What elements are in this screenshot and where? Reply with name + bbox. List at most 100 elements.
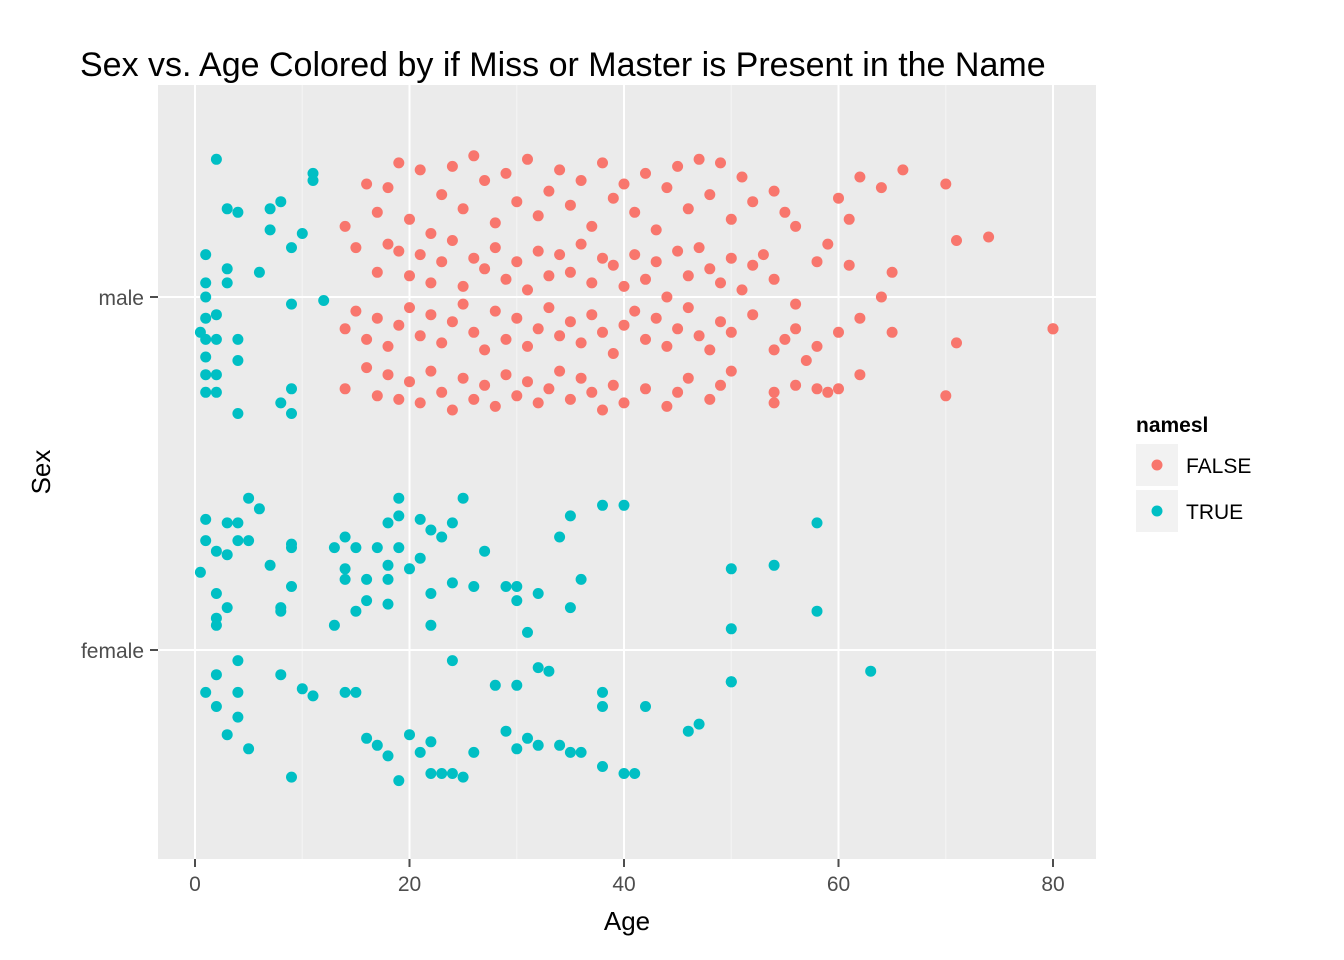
point-false [983,231,995,243]
point-true [511,679,523,691]
point-false [382,340,394,352]
point-true [210,386,222,398]
point-false [404,302,415,314]
point-true [414,552,426,564]
point-true [597,499,608,511]
point-true [425,588,437,599]
point-true [253,503,265,515]
point-true [382,750,394,762]
point-false [640,383,651,395]
point-true [210,619,222,631]
point-false [446,316,458,328]
legend-label-true: TRUE [1186,501,1243,524]
point-false [747,309,759,321]
point-false [361,333,373,345]
point-false [736,284,748,296]
point-true [318,295,330,306]
point-false [629,249,641,261]
point-false [350,305,362,317]
point-false [339,220,351,232]
point-true [554,739,566,751]
point-true [457,771,469,783]
point-false [790,220,802,232]
point-false [350,242,362,254]
point-false [414,164,426,176]
point-false [597,404,608,416]
point-true [200,351,212,363]
point-false [425,309,437,321]
point-false [725,365,737,377]
point-false [586,309,598,321]
point-false [650,256,662,268]
point-false [790,379,802,391]
point-true [564,602,576,614]
point-false [597,157,608,169]
point-false [650,312,662,324]
point-false [532,323,544,335]
point-false [618,397,630,409]
point-true [404,729,415,741]
point-false [790,298,802,310]
point-false [629,206,641,218]
point-false [339,323,351,335]
point-false [940,390,952,402]
point-false [522,340,533,352]
point-false [768,185,780,197]
point-false [704,263,716,275]
point-false [736,171,748,183]
point-false [715,316,726,328]
point-true [232,655,244,667]
point-false [393,157,405,169]
point-false [693,242,705,254]
point-true [232,333,244,345]
point-true [446,517,458,529]
point-true [200,369,212,381]
point-false [489,217,501,229]
point-false [446,404,458,416]
point-true [522,732,533,744]
point-false [833,192,844,204]
point-true [200,249,212,261]
point-false [404,376,415,388]
point-false [554,249,566,261]
point-false [843,259,855,271]
point-false [532,397,544,409]
point-true [564,746,576,758]
point-true [253,266,265,278]
point-false [564,393,576,405]
chart-title: Sex vs. Age Colored by if Miss or Master… [80,46,1046,84]
point-true [479,545,491,557]
point-true [232,355,244,366]
point-true [382,573,394,585]
point-true [221,729,233,741]
point-false [457,372,469,384]
point-true [200,291,212,303]
point-false [629,305,641,317]
y-axis-title: Sex [26,450,56,495]
point-true [350,542,362,554]
point-true [200,513,212,525]
point-true [339,573,351,585]
point-false [897,164,909,176]
y-tick-label: female [81,640,144,663]
point-false [779,333,791,345]
point-false [661,291,673,303]
point-false [414,397,426,409]
point-false [543,383,555,395]
point-false [522,153,533,165]
point-true [286,771,297,783]
point-true [194,566,206,578]
plot-panel [158,85,1096,859]
point-true [640,701,651,712]
point-true [865,665,877,677]
point-false [682,270,694,282]
point-true [768,559,780,571]
point-false [500,369,512,381]
point-false [543,302,555,314]
point-true [564,510,576,522]
point-false [618,319,630,331]
point-true [339,563,351,575]
point-false [489,242,501,254]
point-true [500,581,512,592]
